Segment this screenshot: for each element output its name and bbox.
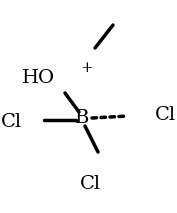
Text: +: + [80, 61, 93, 75]
Text: Cl: Cl [79, 175, 101, 193]
Text: Cl: Cl [155, 106, 176, 124]
Text: B: B [75, 109, 89, 127]
Text: Cl: Cl [1, 113, 22, 131]
Text: HO: HO [22, 69, 55, 87]
